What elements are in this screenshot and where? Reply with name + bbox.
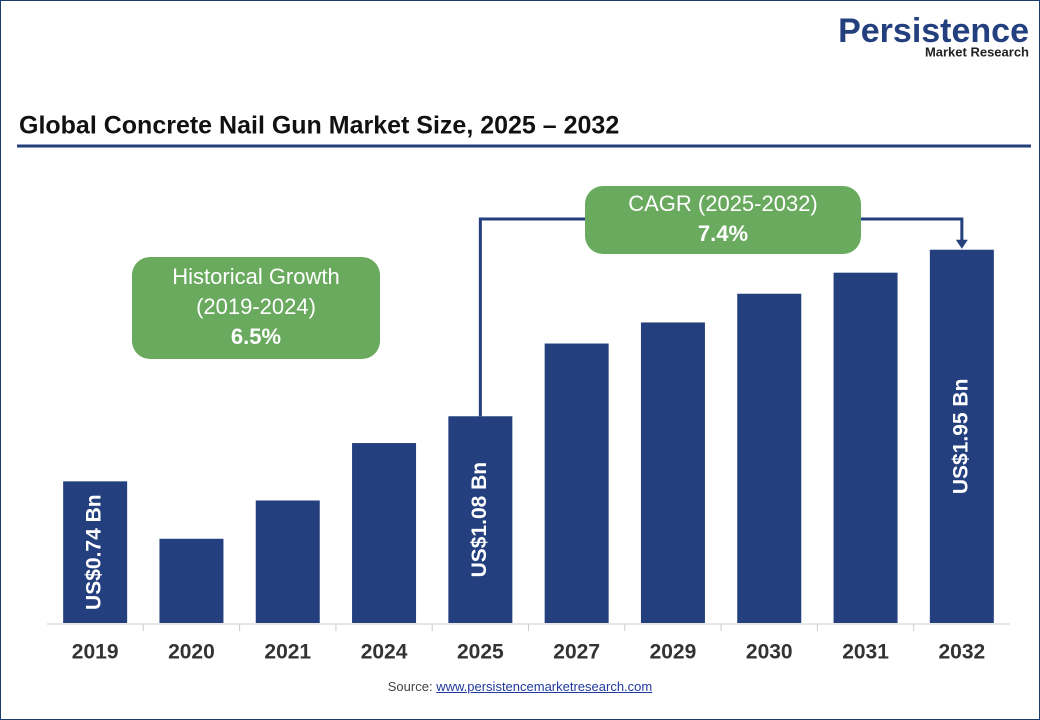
chart-title: Global Concrete Nail Gun Market Size, 20… <box>19 112 619 140</box>
bar <box>352 443 417 623</box>
cagr-label: CAGR (2025-2032) <box>628 191 818 216</box>
brand: Persistence <box>838 12 1029 50</box>
x-tick-label: 2021 <box>264 641 311 664</box>
historical-label: (2019-2024) <box>196 294 316 319</box>
cagr-box <box>585 186 861 254</box>
historical-box <box>132 257 380 359</box>
source-label: Source: <box>387 679 433 694</box>
source: Source: www.persistencemarketresearch.co… <box>1 679 1039 694</box>
value-label: US$1.95 Bn <box>949 379 972 495</box>
historical-label: Historical Growth <box>172 264 339 289</box>
bar <box>159 538 224 623</box>
cagr-value: 7.4% <box>698 221 748 246</box>
bar <box>833 272 898 623</box>
x-tick-label: 2032 <box>938 641 985 664</box>
bar <box>255 500 320 623</box>
x-tick-label: 2020 <box>168 641 215 664</box>
source-link[interactable]: www.persistencemarketresearch.com <box>436 679 653 694</box>
cagr-arrow <box>955 239 968 249</box>
x-tick-label: 2029 <box>650 641 697 664</box>
bar <box>63 481 128 623</box>
x-tick-label: 2025 <box>457 641 504 664</box>
bar <box>929 249 994 623</box>
bar <box>448 416 513 623</box>
x-tick-label: 2019 <box>72 641 119 664</box>
bar <box>737 293 802 623</box>
x-tick-label: 2031 <box>842 641 889 664</box>
value-label: US$1.08 Bn <box>468 462 491 578</box>
value-label: US$0.74 Bn <box>83 494 106 610</box>
historical-value: 6.5% <box>231 324 281 349</box>
brand-sub: Market Research <box>925 44 1029 59</box>
x-tick-label: 2027 <box>553 641 600 664</box>
bar <box>640 322 705 623</box>
x-tick-label: 2030 <box>746 641 793 664</box>
bar <box>544 343 609 623</box>
x-tick-label: 2024 <box>361 641 408 664</box>
